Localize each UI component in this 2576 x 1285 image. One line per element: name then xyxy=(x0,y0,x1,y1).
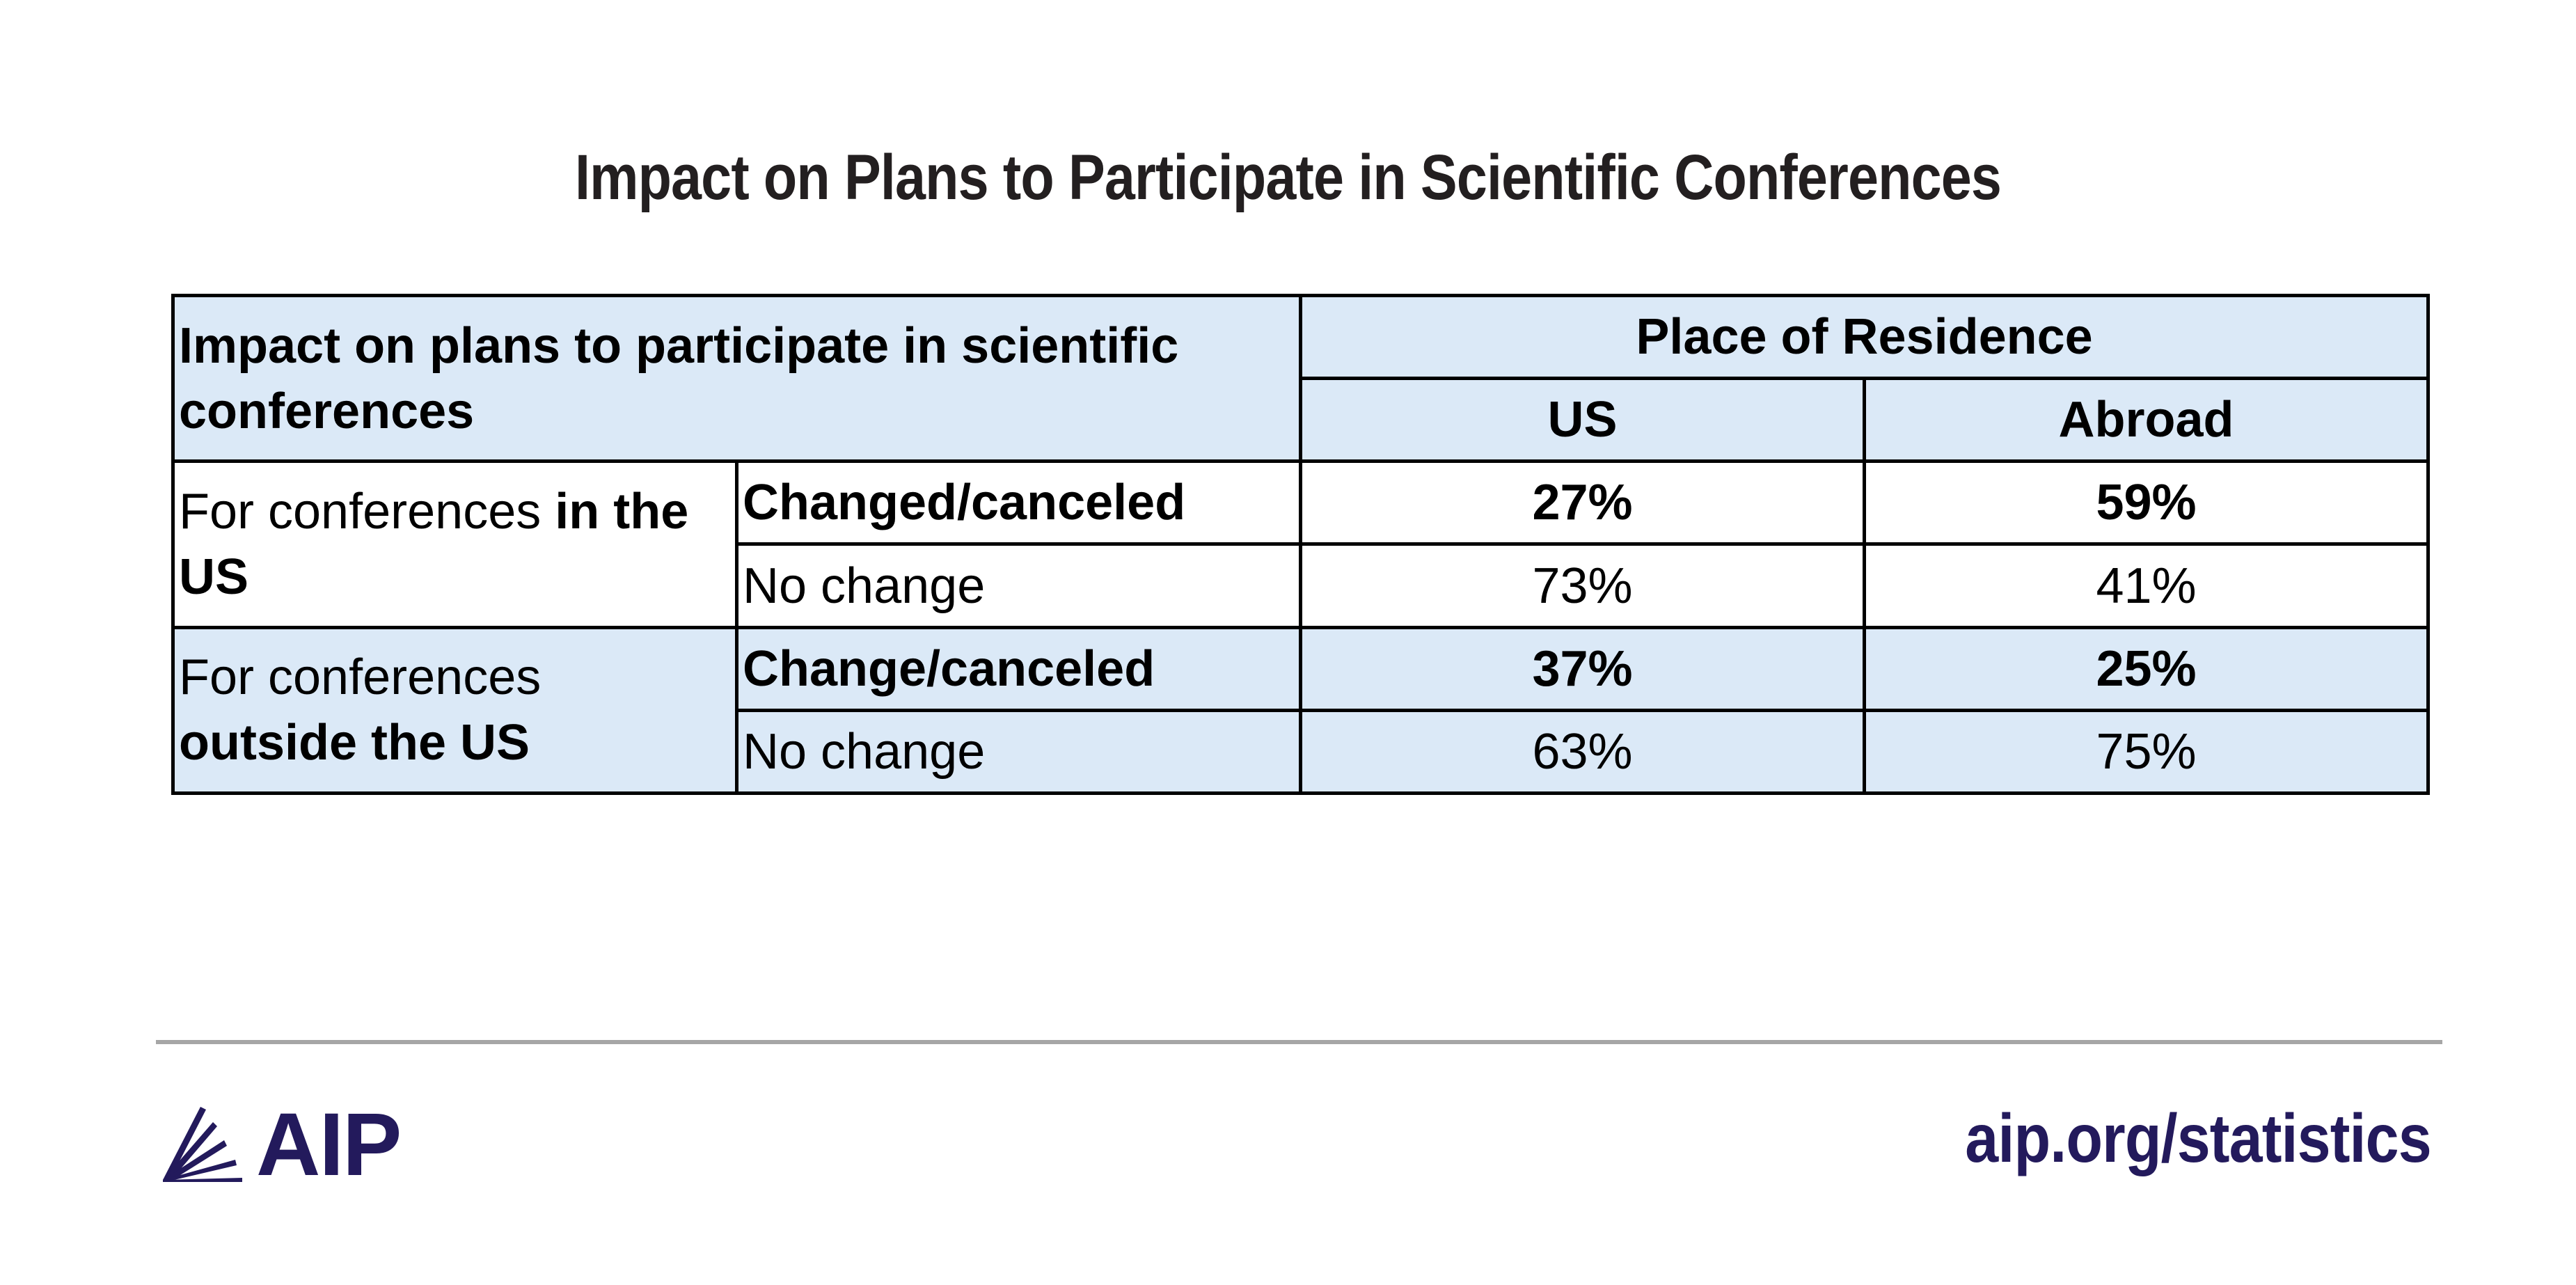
chart-title: Impact on Plans to Participate in Scient… xyxy=(574,142,2002,213)
column-header-us: US xyxy=(1299,377,1867,464)
table-header-row: Impact on plans to participate in scient… xyxy=(171,293,2431,464)
group-label-in-us: For conferences in the US xyxy=(171,459,738,629)
table-row: For conferences outside the US Change/ca… xyxy=(171,625,2431,796)
column-group-header: Place of Residence xyxy=(1299,293,2431,381)
cell-value: 41% xyxy=(1863,542,2431,629)
cell-value: 37% xyxy=(1299,625,1867,712)
cell-value: 27% xyxy=(1299,459,1867,546)
table-row: No change 63% 75% xyxy=(173,708,2431,796)
table-row: For conferences in the US Changed/cancel… xyxy=(171,459,2431,629)
group-label-prefix: For conferences xyxy=(179,483,555,539)
cell-value: 75% xyxy=(1863,708,2431,796)
data-table: Impact on plans to participate in scient… xyxy=(171,293,2431,796)
row-label: Changed/canceled xyxy=(734,459,1303,546)
cell-value: 63% xyxy=(1299,708,1867,796)
row-label: Change/canceled xyxy=(734,625,1303,712)
table-row: No change 73% 41% xyxy=(173,542,2431,629)
table-subheader-row: US Abroad xyxy=(173,377,2431,464)
aip-rays-icon xyxy=(163,1107,242,1182)
cell-value: 59% xyxy=(1863,459,2431,546)
row-header-label: Impact on plans to participate in scient… xyxy=(171,293,1303,464)
group-label-emphasis: in the US xyxy=(179,483,689,605)
cell-value: 25% xyxy=(1863,625,2431,712)
cell-value: 73% xyxy=(1299,542,1867,629)
column-header-abroad: Abroad xyxy=(1863,377,2431,464)
logo-text: AIP xyxy=(256,1095,402,1195)
row-label: No change xyxy=(734,708,1303,796)
row-label: No change xyxy=(734,542,1303,629)
group-label-emphasis: outside the US xyxy=(179,715,530,771)
website-link[interactable]: aip.org/statistics xyxy=(1965,1100,2431,1176)
group-label-prefix: For conferences xyxy=(179,649,542,706)
group-label-outside-us: For conferences outside the US xyxy=(171,625,738,796)
aip-logo: AIP xyxy=(160,1095,402,1195)
footer-divider xyxy=(156,1040,2442,1044)
